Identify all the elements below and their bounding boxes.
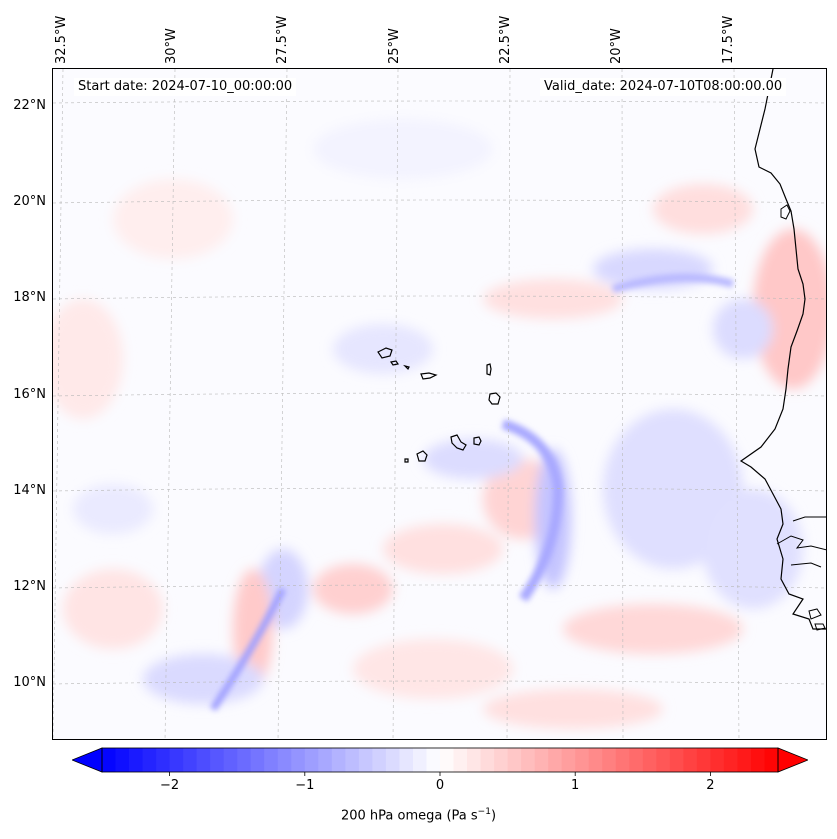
- colorbar-segment: [169, 748, 184, 772]
- colorbar-segment: [534, 748, 549, 772]
- colorbar-segment: [412, 748, 427, 772]
- lat-label: 10°N: [13, 675, 46, 690]
- lon-label: 30°W: [164, 28, 179, 64]
- colorbar-segment: [115, 748, 130, 772]
- colorbar-segment: [480, 748, 495, 772]
- lat-label: 22°N: [13, 98, 46, 113]
- colorbar-segment: [426, 748, 441, 772]
- colorbar-segment: [588, 748, 603, 772]
- colorbar-segment: [102, 748, 117, 772]
- colorbar-segment: [358, 748, 373, 772]
- colorbar-segment: [575, 748, 590, 772]
- lon-label: 27.5°W: [275, 15, 290, 64]
- colorbar-segment: [223, 748, 238, 772]
- omega-field-map: [53, 69, 826, 739]
- colorbar-segment: [183, 748, 198, 772]
- colorbar-segment: [196, 748, 211, 772]
- colorbar-segment: [345, 748, 360, 772]
- colorbar-segment: [656, 748, 671, 772]
- lat-label: 20°N: [13, 194, 46, 209]
- colorbar-segment: [277, 748, 292, 772]
- colorbar-min-extend: [72, 747, 103, 773]
- lat-label: 12°N: [13, 579, 46, 594]
- colorbar-tick-label: 1: [571, 778, 580, 793]
- colorbar-segment: [291, 748, 306, 772]
- colorbar-segment: [156, 748, 171, 772]
- colorbar-segment: [764, 748, 779, 772]
- colorbar-segment: [318, 748, 333, 772]
- lat-label: 18°N: [13, 290, 46, 305]
- colorbar-segment: [453, 748, 468, 772]
- map-panel[interactable]: [52, 68, 827, 740]
- colorbar-segment: [237, 748, 252, 772]
- colorbar-segment: [399, 748, 414, 772]
- colorbar-segment: [750, 748, 765, 772]
- lon-label: 25°W: [387, 28, 402, 64]
- colorbar-title-exponent: −1: [477, 807, 491, 817]
- colorbar-segment: [467, 748, 482, 772]
- colorbar-segment: [372, 748, 387, 772]
- colorbar-segment: [264, 748, 279, 772]
- colorbar-segment: [494, 748, 509, 772]
- valid-date-label: Valid_date: 2024-07-10T08:00:00.00: [540, 78, 787, 96]
- start-date-label: Start date: 2024-07-10_00:00:00: [74, 78, 297, 96]
- lon-label: 20°W: [609, 28, 624, 64]
- colorbar-segment: [696, 748, 711, 772]
- colorbar-segment: [548, 748, 563, 772]
- colorbar-segment: [737, 748, 752, 772]
- colorbar-segment: [142, 748, 157, 772]
- colorbar-segment: [602, 748, 617, 772]
- colorbar-segment: [683, 748, 698, 772]
- colorbar-segment: [304, 748, 319, 772]
- colorbar-segment: [615, 748, 630, 772]
- colorbar-max-extend: [777, 747, 808, 773]
- colorbar-segment: [629, 748, 644, 772]
- lon-label: 17.5°W: [721, 15, 736, 64]
- colorbar-segment: [642, 748, 657, 772]
- colorbar-tick-label: 0: [435, 778, 445, 793]
- colorbar-segment: [210, 748, 225, 772]
- colorbar-tick-label: −2: [160, 778, 180, 793]
- colorbar-segment: [507, 748, 522, 772]
- colorbar-segment: [723, 748, 738, 772]
- colorbar-segment: [331, 748, 346, 772]
- colorbar-segment: [561, 748, 576, 772]
- colorbar-segment: [440, 748, 455, 772]
- colorbar-segment: [250, 748, 265, 772]
- colorbar-segment: [385, 748, 400, 772]
- colorbar-segment: [669, 748, 684, 772]
- omega-field-patches: [53, 119, 826, 729]
- gridlines: [53, 69, 826, 739]
- colorbar-segment: [521, 748, 536, 772]
- colorbar-title-suffix: ): [490, 808, 497, 824]
- colorbar: [72, 747, 808, 776]
- colorbar-title-text: 200 hPa omega (Pa s: [340, 808, 478, 824]
- lon-label: 32.5°W: [54, 15, 69, 64]
- colorbar-tick-label: −1: [295, 778, 315, 793]
- colorbar-tick-label: 2: [706, 778, 715, 793]
- lat-label: 16°N: [13, 387, 46, 402]
- lat-label: 14°N: [13, 483, 46, 498]
- colorbar-segment: [710, 748, 725, 772]
- colorbar-title: 200 hPa omega (Pa s−1): [0, 807, 837, 823]
- lon-label: 22.5°W: [498, 15, 513, 64]
- cape-verde-islands: [377, 347, 501, 463]
- african-coastline: [739, 69, 826, 630]
- colorbar-segment: [129, 748, 144, 772]
